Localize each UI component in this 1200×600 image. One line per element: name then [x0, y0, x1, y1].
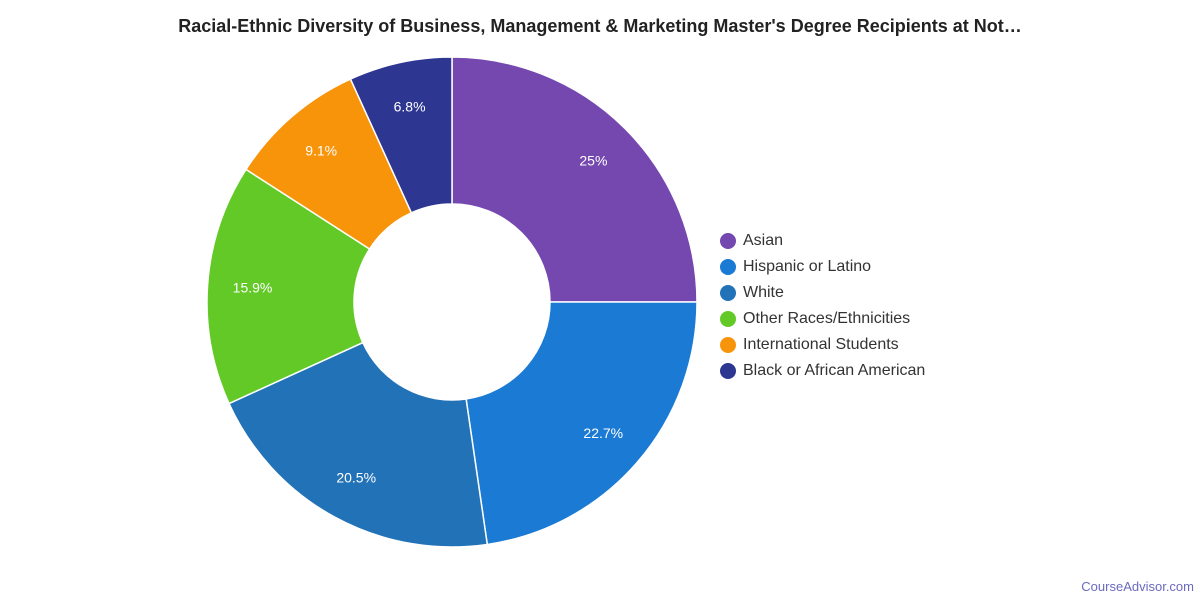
- legend-swatch: [720, 233, 736, 249]
- legend-label: Other Races/Ethnicities: [743, 310, 911, 327]
- chart-legend: Asian Hispanic or Latino White Other Races/…: [720, 228, 925, 384]
- slice-asian[interactable]: [451, 56, 698, 303]
- slice-white[interactable]: [228, 341, 489, 548]
- legend-swatch: [720, 259, 736, 275]
- legend-label: Asian: [743, 232, 784, 249]
- legend-swatch: [720, 337, 736, 353]
- legend-item-white[interactable]: White: [720, 280, 925, 306]
- credit-link[interactable]: CourseAdvisor.com: [1081, 579, 1194, 594]
- slice-label-other-races-ethnicities: 15.9%: [233, 280, 273, 296]
- legend-label: International Students: [743, 336, 899, 353]
- legend-item-black-or-african-american[interactable]: Black or African American: [720, 358, 925, 384]
- legend-label: White: [743, 284, 784, 301]
- legend-item-international-students[interactable]: International Students: [720, 332, 925, 358]
- legend-item-hispanic-or-latino[interactable]: Hispanic or Latino: [720, 254, 925, 280]
- legend-item-other-races-ethnicities[interactable]: Other Races/Ethnicities: [720, 306, 925, 332]
- chart-title: Racial-Ethnic Diversity of Business, Man…: [178, 16, 1022, 36]
- legend-swatch: [720, 285, 736, 301]
- legend-swatch: [720, 311, 736, 327]
- legend-label: Black or African American: [743, 362, 926, 379]
- slice-black-or-african-american[interactable]: [349, 56, 453, 214]
- slice-label-black-or-african-american: 6.8%: [394, 99, 426, 115]
- slice-label-asian: 25%: [579, 153, 607, 169]
- legend-item-asian[interactable]: Asian: [720, 228, 925, 254]
- legend-swatch: [720, 363, 736, 379]
- slice-label-white: 20.5%: [336, 470, 376, 486]
- legend-label: Hispanic or Latino: [743, 258, 872, 275]
- slice-label-hispanic-or-latino: 22.7%: [583, 425, 623, 441]
- slice-label-international-students: 9.1%: [305, 143, 337, 159]
- slice-other-races-ethnicities[interactable]: [206, 168, 371, 405]
- slice-hispanic-or-latino[interactable]: [465, 301, 698, 546]
